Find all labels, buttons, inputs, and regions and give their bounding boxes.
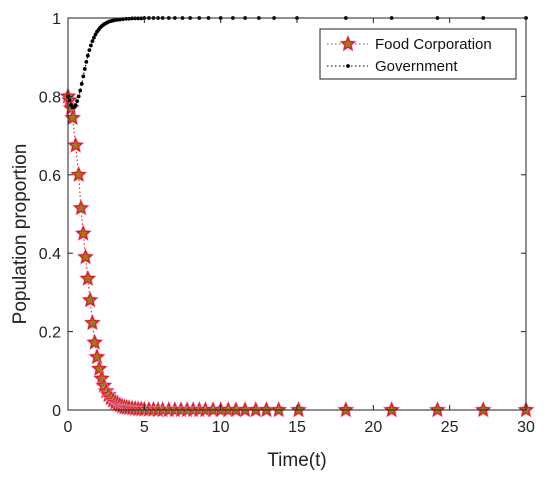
x-tick-label: 5 [140,419,149,436]
y-tick-label: 0.2 [39,325,61,342]
x-axis-label: Time(t) [267,450,326,471]
legend-label-food-corporation: Food Corporation [375,36,492,53]
data-point-food-corporation [83,313,102,331]
data-point-food-corporation [336,400,355,418]
x-tick-label: 10 [212,419,230,436]
legend: Food Corporation Government [319,28,517,80]
data-point-food-corporation [269,400,288,418]
data-point-government [67,98,72,103]
legend-box [319,28,517,80]
legend-marker [338,34,358,52]
data-point-food-corporation [81,290,100,308]
data-point-food-corporation [66,135,85,154]
data-point-government [81,74,86,79]
legend-marker [346,64,350,68]
y-tick-label: 0 [52,403,61,420]
data-point-food-corporation [428,400,447,418]
data-point-food-corporation [71,198,91,216]
x-tick-label: 0 [64,419,73,436]
data-point-food-corporation [74,224,93,242]
data-point-government [87,48,92,53]
data-point-government [111,18,116,23]
x-tick-label: 15 [288,419,306,436]
tick-labels: 0 5 10 15 20 25 30 0 0.2 0.4 0.6 0.8 1 [39,11,535,436]
plot-background [68,18,526,410]
series-layer [58,16,536,418]
data-point-food-corporation [76,247,95,265]
plot-area [68,18,526,410]
data-point-food-corporation [289,400,308,418]
data-point-government [118,17,122,22]
data-point-government [79,81,84,86]
y-tick-label: 1 [52,11,61,28]
legend-sample-government [327,64,368,68]
data-point-government [90,39,95,44]
data-point-food-corporation [85,333,104,351]
data-point-government [89,43,93,48]
x-tick-label: 20 [364,419,382,436]
axes [67,17,527,411]
data-point-food-corporation [78,269,97,287]
data-point-government [73,103,78,107]
data-point-government [82,67,87,71]
data-point-government [85,53,90,58]
data-point-government [84,60,89,64]
data-point-government [75,99,80,104]
data-point-government [114,18,119,22]
data-point-food-corporation [69,165,88,183]
y-axis-label: Population proportion [10,144,31,325]
data-point-food-corporation [382,400,401,418]
data-point-food-corporation [87,347,107,365]
y-tick-label: 0.8 [39,89,61,106]
legend-sample-food-corporation [327,34,368,52]
x-tick-label: 30 [517,419,535,436]
y-tick-label: 0.6 [39,168,61,185]
legend-label-government: Government [375,58,458,75]
data-point-government [78,88,83,93]
data-point-food-corporation [474,400,493,418]
data-point-government [76,94,81,99]
y-tick-label: 0.4 [39,246,61,263]
data-point-government [92,35,96,40]
x-tick-label: 25 [441,419,459,436]
